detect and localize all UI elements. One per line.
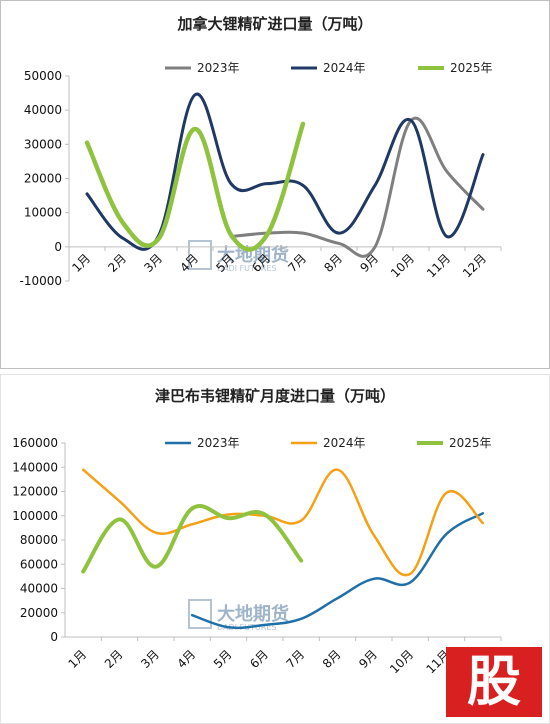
- x-tick-label: 8月: [321, 251, 345, 275]
- legend-label: 2024年: [323, 61, 366, 75]
- x-tick-label: 4月: [177, 251, 201, 275]
- y-tick-label: 40000: [20, 582, 58, 596]
- x-tick-label: 5月: [211, 647, 235, 671]
- y-tick-label: 40000: [24, 103, 62, 117]
- legend-label: 2024年: [323, 436, 366, 450]
- y-tick-label: 20000: [20, 606, 58, 620]
- x-tick-label: 9月: [356, 647, 380, 671]
- y-tick-label: 0: [50, 630, 58, 644]
- x-tick-label: 10月: [387, 647, 416, 676]
- x-tick-label: 3月: [141, 251, 165, 275]
- y-tick-label: 20000: [24, 172, 62, 186]
- x-tick-label: 10月: [388, 251, 417, 280]
- watermark-en: DADI FUTURES: [217, 264, 276, 273]
- y-tick-label: 120000: [12, 485, 58, 499]
- watermark: 大地期货 DADI FUTURES: [188, 240, 289, 273]
- x-tick-label: 4月: [175, 647, 199, 671]
- chart-title: 津巴布韦锂精矿月度进口量（万吨）: [155, 387, 395, 405]
- x-tick-label: 1月: [66, 647, 90, 671]
- legend-label: 2023年: [197, 61, 240, 75]
- y-tick-label: 0: [54, 240, 62, 254]
- y-tick-label: 60000: [20, 557, 58, 571]
- x-tick-label: 2月: [105, 251, 129, 275]
- series-line-2025年: [81, 504, 304, 574]
- x-tick-label: 1月: [69, 251, 93, 275]
- x-tick-label: 12月: [460, 251, 489, 280]
- y-tick-label: 140000: [12, 460, 58, 474]
- x-tick-label: 6月: [247, 647, 271, 671]
- y-tick-label: 30000: [24, 137, 62, 151]
- watermark-cn: 大地期货: [217, 244, 289, 266]
- y-tick-label: 160000: [12, 436, 58, 450]
- x-tick-label: 2月: [102, 647, 126, 671]
- stock-stamp-badge: 股: [446, 647, 542, 717]
- y-tick-label: 50000: [24, 69, 62, 83]
- series-line-2023年: [190, 512, 485, 630]
- chart-title: 加拿大锂精矿进口量（万吨）: [176, 15, 372, 33]
- legend-label: 2025年: [450, 61, 493, 75]
- x-tick-label: 3月: [138, 647, 162, 671]
- y-tick-label: -10000: [19, 274, 62, 288]
- y-tick-label: 100000: [12, 509, 58, 523]
- legend-label: 2023年: [197, 436, 240, 450]
- series-line-2025年: [84, 121, 306, 252]
- x-tick-label: 8月: [320, 647, 344, 671]
- chart-canada-panel: 加拿大锂精矿进口量（万吨） 大地期货 DADI FUTURES -10000 0 1…: [0, 0, 550, 369]
- series-line-2024年: [81, 468, 485, 577]
- y-tick-label: 80000: [20, 533, 58, 547]
- x-tick-label: 11月: [424, 251, 453, 280]
- watermark-cn: 大地期货: [217, 603, 289, 625]
- legend-label: 2025年: [449, 436, 492, 450]
- series-line-2023年: [229, 116, 485, 258]
- y-tick-label: 10000: [24, 206, 62, 220]
- chart-canada: 加拿大锂精矿进口量（万吨） 大地期货 DADI FUTURES -1000001…: [19, 15, 502, 288]
- x-tick-label: 7月: [284, 647, 308, 671]
- series-line-2024年: [85, 92, 485, 251]
